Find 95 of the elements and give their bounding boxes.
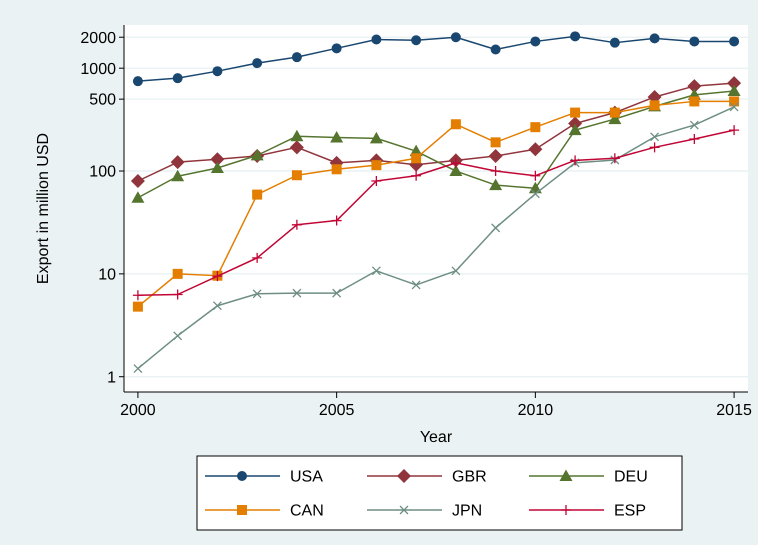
point [292, 52, 302, 62]
x-tick-label: 2010 [518, 402, 554, 419]
legend-label: DEU [614, 468, 648, 486]
point [370, 175, 382, 187]
y-tick-label: 500 [89, 92, 116, 109]
point [250, 148, 264, 160]
point [728, 84, 741, 96]
point [172, 268, 183, 279]
y-axis-title: Export in million USD [35, 132, 52, 284]
point [330, 214, 342, 226]
point [292, 288, 302, 298]
point [570, 158, 580, 168]
point [569, 154, 581, 166]
point [332, 288, 342, 298]
y-tick-label: 2000 [80, 30, 116, 47]
point [451, 266, 461, 276]
point [290, 130, 304, 142]
point [610, 38, 620, 48]
point [610, 155, 620, 165]
point [450, 32, 461, 42]
point [212, 66, 222, 76]
point [332, 43, 342, 54]
point [450, 119, 461, 130]
y-tick-label: 100 [89, 164, 116, 181]
legend-label: ESP [614, 502, 646, 520]
point [371, 160, 382, 170]
point [490, 223, 500, 233]
x-tick-label: 2000 [120, 402, 156, 419]
point [489, 178, 502, 190]
point [650, 132, 660, 142]
legend-label: USA [290, 468, 324, 486]
point [210, 162, 224, 174]
point [172, 288, 184, 300]
y-tick-label: 1000 [80, 60, 116, 78]
point [410, 170, 422, 182]
point [729, 36, 740, 46]
point [411, 280, 421, 290]
point [252, 190, 262, 200]
x-tick-label: 2005 [318, 402, 355, 419]
point [130, 174, 145, 188]
point [212, 301, 222, 310]
point [570, 31, 580, 42]
point [570, 108, 580, 118]
point [371, 34, 382, 45]
point [530, 122, 540, 132]
point [251, 252, 263, 264]
x-tick-label: 2015 [716, 402, 752, 419]
point [650, 33, 660, 44]
point [291, 219, 303, 230]
point [252, 58, 262, 68]
point [332, 164, 342, 174]
point [648, 142, 660, 153]
point [449, 164, 462, 176]
point [372, 266, 382, 276]
point [131, 191, 144, 203]
point [411, 35, 422, 46]
point [370, 132, 383, 144]
point [132, 302, 143, 312]
point [132, 290, 144, 301]
point [690, 120, 699, 130]
point [292, 170, 302, 180]
point [171, 170, 184, 182]
point [530, 170, 542, 182]
point [411, 153, 422, 164]
point [210, 152, 224, 166]
point [132, 76, 143, 86]
point [688, 133, 700, 145]
point [530, 189, 540, 198]
point [689, 36, 700, 46]
point [170, 155, 185, 170]
point [488, 149, 503, 163]
legend-label: JPN [452, 502, 482, 520]
point [252, 289, 262, 298]
y-tick-label: 10 [98, 266, 116, 284]
point [490, 165, 502, 177]
point [568, 124, 582, 136]
point [728, 124, 740, 136]
point [729, 102, 739, 112]
y-tick-label: 1 [107, 369, 116, 386]
legend-label: GBR [452, 468, 487, 486]
legend-label: CAN [290, 502, 324, 520]
point [530, 36, 540, 46]
point [290, 140, 304, 154]
point [490, 137, 501, 148]
point [609, 152, 621, 164]
x-axis-title: Year [420, 429, 453, 446]
point [689, 96, 700, 106]
point [528, 142, 542, 156]
point [173, 331, 182, 340]
point [450, 157, 462, 169]
point [687, 79, 702, 94]
point [133, 364, 143, 374]
point [172, 73, 183, 84]
point [490, 44, 501, 54]
point [330, 130, 344, 142]
